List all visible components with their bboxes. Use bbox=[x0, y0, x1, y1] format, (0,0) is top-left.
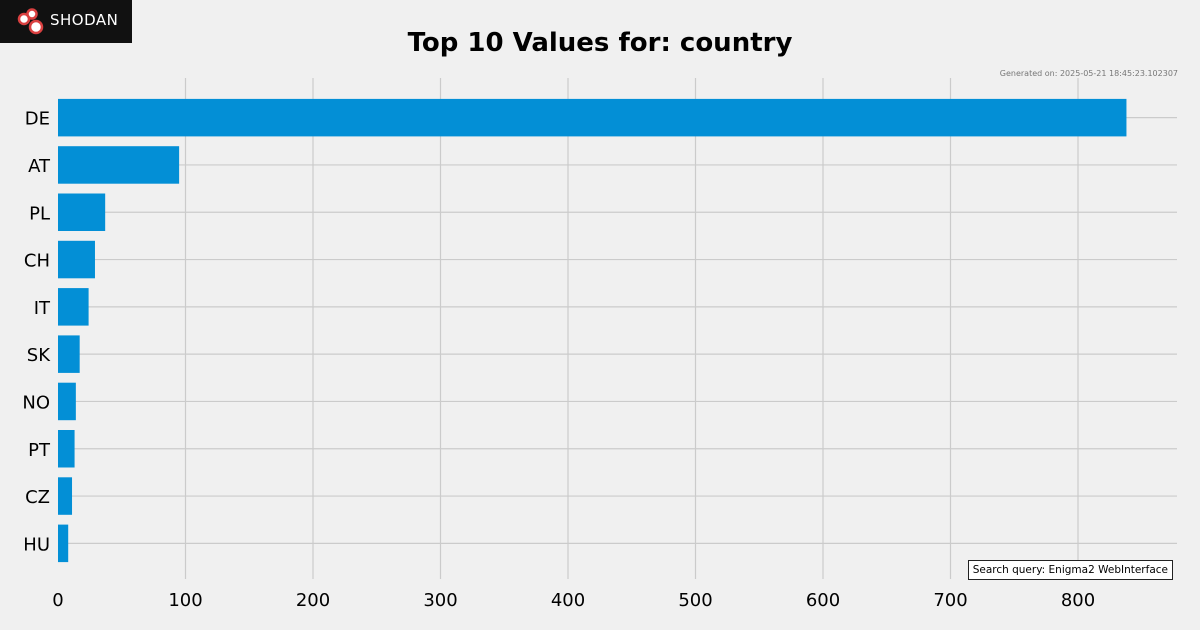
x-tick-label: 200 bbox=[296, 590, 330, 611]
bar-no bbox=[58, 382, 76, 421]
bar-it bbox=[58, 288, 89, 326]
y-tick-label: DE bbox=[25, 109, 50, 130]
x-tick-label: 500 bbox=[678, 590, 712, 611]
y-tick-label: IT bbox=[34, 298, 51, 319]
bar-cz bbox=[58, 477, 73, 515]
x-tick-label: 800 bbox=[1061, 590, 1095, 611]
y-tick-label: CZ bbox=[25, 487, 50, 508]
y-tick-label: PL bbox=[29, 203, 50, 224]
search-query-box: Search query: Enigma2 WebInterface bbox=[967, 560, 1173, 580]
bar-de bbox=[58, 98, 1127, 137]
y-tick-label: AT bbox=[28, 156, 51, 177]
x-tick-label: 0 bbox=[52, 590, 63, 611]
x-tick-label: 400 bbox=[551, 590, 585, 611]
bar-sk bbox=[58, 335, 80, 373]
bar-at bbox=[58, 146, 180, 184]
bar-ch bbox=[58, 240, 95, 279]
x-tick-label: 600 bbox=[806, 590, 840, 611]
x-tick-label: 700 bbox=[933, 590, 967, 611]
y-tick-label: HU bbox=[23, 534, 50, 555]
x-tick-label: 100 bbox=[168, 590, 202, 611]
shodan-logo: SHODAN bbox=[0, 0, 132, 43]
x-tick-label: 300 bbox=[423, 590, 457, 611]
bar-pl bbox=[58, 193, 106, 231]
bar-hu bbox=[58, 524, 69, 563]
y-tick-label: PT bbox=[28, 440, 51, 461]
y-tick-label: SK bbox=[27, 345, 51, 366]
y-tick-label: CH bbox=[24, 251, 50, 272]
shodan-logo-icon bbox=[17, 8, 44, 35]
chart-title: Top 10 Values for: country bbox=[407, 28, 793, 58]
generated-timestamp: Generated on: 2025-05-21 18:45:23.102307 bbox=[999, 69, 1178, 78]
y-tick-label: NO bbox=[22, 392, 50, 413]
bar-pt bbox=[58, 430, 75, 468]
logo-text: SHODAN bbox=[50, 11, 119, 29]
